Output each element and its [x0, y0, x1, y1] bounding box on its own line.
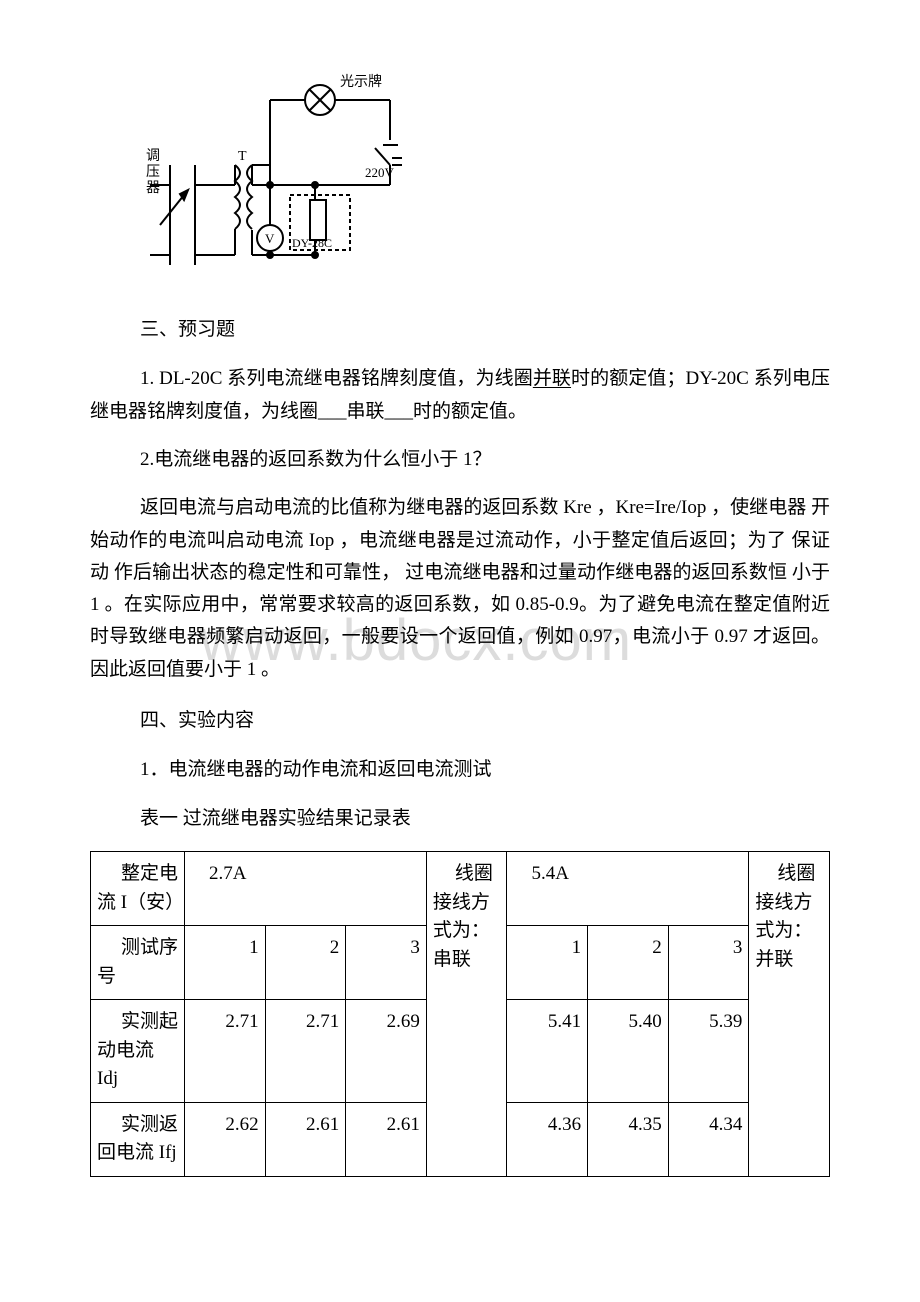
lamp-label: 光示牌: [340, 73, 382, 90]
circuit-svg: 光示牌 调 压 器 T 220V DY-28C V: [140, 70, 410, 290]
regulator-label-1: 调: [146, 148, 160, 164]
note-parallel: 线圈接线方式为：并联: [749, 852, 830, 1177]
transformer-label: T: [238, 149, 247, 164]
experiment-item-1: 1．电流继电器的动作电流和返回电流测试: [90, 754, 830, 786]
regulator-label-2: 压: [146, 165, 160, 180]
question-1: 1. DL-20C 系列电流继电器铭牌刻度值，为线圈并联时的额定值；DY-20C…: [90, 363, 830, 428]
cell: 2.69: [346, 1000, 427, 1103]
cell: 2.62: [185, 1102, 266, 1176]
results-table: 整定电流 I（安） 2.7A 线圈接线方式为：串联 5.4A 线圈接线方式为：并…: [90, 851, 830, 1177]
cell: 4.34: [668, 1102, 749, 1176]
voltage-label: 220V: [365, 165, 395, 180]
q1-suffix: 时的额定值。: [413, 401, 527, 422]
cell: 2.71: [265, 1000, 346, 1103]
cell: 5.41: [507, 1000, 588, 1103]
setting-b: 5.4A: [507, 852, 749, 926]
voltmeter-label: V: [265, 231, 275, 246]
relay-label: DY-28C: [292, 236, 332, 250]
heading-content: 四、实验内容: [140, 706, 830, 736]
q1-prefix: 1. DL-20C 系列电流继电器铭牌刻度值，为线圈: [140, 368, 533, 389]
cell: 3: [346, 926, 427, 1000]
row-label-ifj: 实测返回电流 Ifj: [91, 1102, 185, 1176]
cell: 2.61: [346, 1102, 427, 1176]
row-label-seq: 测试序号: [91, 926, 185, 1000]
cell: 1: [507, 926, 588, 1000]
cell: 2.61: [265, 1102, 346, 1176]
q1-blank1: 并联: [533, 368, 571, 389]
cell: 5.40: [588, 1000, 669, 1103]
row-label-setting: 整定电流 I（安）: [91, 852, 185, 926]
cell: 1: [185, 926, 266, 1000]
cell: 2: [588, 926, 669, 1000]
note-series: 线圈接线方式为：串联: [426, 852, 507, 1177]
heading-preview: 三、预习题: [140, 315, 830, 345]
q1-b2post: ___: [385, 401, 414, 422]
table-caption: 表一 过流继电器实验结果记录表: [90, 803, 830, 835]
results-table-wrap: 整定电流 I（安） 2.7A 线圈接线方式为：串联 5.4A 线圈接线方式为：并…: [90, 851, 830, 1177]
question-2-body: 返回电流与启动电流的比值称为继电器的返回系数 Kre ，Kre=Ire/Iop …: [90, 492, 830, 686]
cell: 2: [265, 926, 346, 1000]
cell: 2.71: [185, 1000, 266, 1103]
row-label-idj: 实测起动电流 Idj: [91, 1000, 185, 1103]
table-row: 整定电流 I（安） 2.7A 线圈接线方式为：串联 5.4A 线圈接线方式为：并…: [91, 852, 830, 926]
cell: 4.35: [588, 1102, 669, 1176]
circuit-diagram: 光示牌 调 压 器 T 220V DY-28C V: [140, 70, 830, 295]
regulator-label-3: 器: [146, 181, 160, 196]
setting-a: 2.7A: [185, 852, 427, 926]
question-2-title: 2.电流继电器的返回系数为什么恒小于 1？: [90, 444, 830, 476]
q1-blank2: 串联: [347, 401, 385, 422]
q1-b2pre: ___: [318, 401, 347, 422]
cell: 4.36: [507, 1102, 588, 1176]
cell: 3: [668, 926, 749, 1000]
cell: 5.39: [668, 1000, 749, 1103]
